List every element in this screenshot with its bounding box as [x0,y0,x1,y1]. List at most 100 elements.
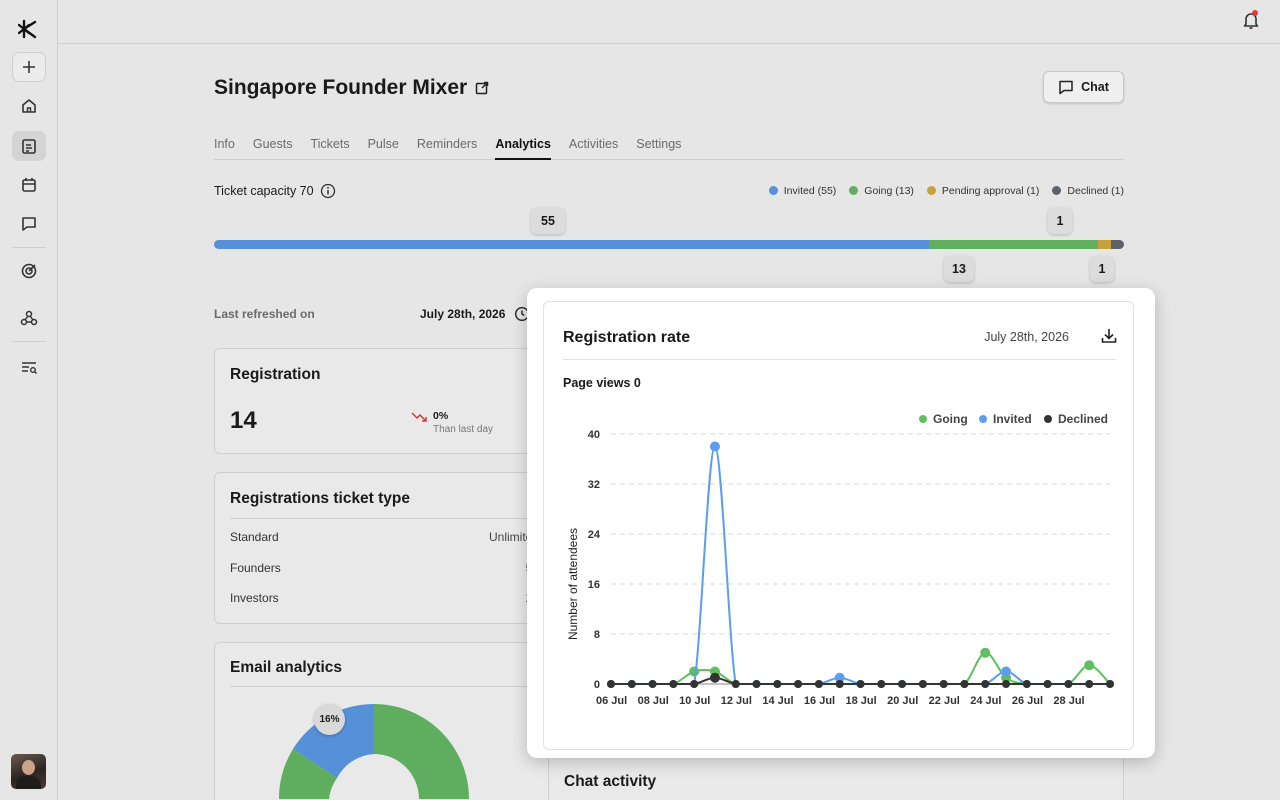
chat-button[interactable]: Chat [1043,71,1124,103]
data-point-declined [918,680,927,688]
delta-percent: 0% [433,410,449,422]
donut-segment-blue [293,703,374,778]
x-tick-label: 16 Jul [804,695,835,707]
page-views: Page views 0 [563,376,641,390]
sidebar-item-search-list[interactable] [12,352,46,382]
legend-declined: Declined (1) [1052,185,1124,197]
tab-info[interactable]: Info [214,137,235,151]
sidebar-item-messages[interactable] [12,209,46,239]
target-icon [21,263,37,279]
top-bar [58,0,1280,44]
x-tick-label: 24 Jul [970,695,1001,707]
capacity-legend: Invited (55) Going (13) Pending approval… [768,185,1124,197]
event-edit-icon [22,139,36,154]
x-tick-label: 20 Jul [887,695,918,707]
chat-activity-title: Chat activity [564,773,657,790]
data-point-declined [648,680,657,688]
registration-delta: 0% Than last day [411,410,493,435]
chat-icon [1059,80,1073,95]
data-point-declined [814,680,823,688]
last-refreshed-label: Last refreshed on [214,307,315,321]
divider [563,359,1116,360]
external-link-icon[interactable] [475,81,489,95]
webhook-icon [20,310,38,326]
download-button[interactable] [1100,327,1118,350]
series-line-going [611,651,1111,685]
create-button[interactable] [12,52,46,82]
y-tick-label: 24 [588,529,601,541]
sidebar-item-home[interactable] [12,91,46,121]
tab-analytics[interactable]: Analytics [495,137,551,160]
sidebar-item-insights[interactable] [12,256,46,286]
tab-activities[interactable]: Activities [568,137,619,151]
email-analytics-title: Email analytics [230,659,343,676]
sidebar-item-calendar[interactable] [12,170,46,200]
sidebar-item-integrations[interactable] [12,303,46,333]
data-point-declined [1002,680,1011,688]
capacity-segment-3 [1110,240,1124,249]
capacity-bar [214,240,1124,249]
tab-pulse[interactable]: Pulse [367,137,399,151]
legend-label: Invited [993,412,1032,426]
y-tick-label: 40 [588,429,600,441]
capacity-segment-2 [1098,240,1111,249]
data-point-declined [794,680,803,688]
event-title: Singapore Founder Mixer [214,76,468,99]
registration-rate-panel: Registration rate July 28th, 2026 Page v… [543,301,1134,750]
y-tick-label: 0 [594,679,600,691]
ticket-type-row: Investors20 [230,591,539,605]
x-tick-label: 12 Jul [721,695,752,707]
tab-settings[interactable]: Settings [636,137,682,151]
data-point-going [689,666,700,677]
divider [230,518,539,519]
sidebar-item-events[interactable] [12,131,46,161]
divider [230,686,539,687]
tab-guests[interactable]: Guests [252,137,293,151]
data-point-invited [834,672,845,683]
data-point-declined [690,680,699,688]
x-tick-label: 26 Jul [1012,695,1043,707]
trend-down-icon [411,412,427,422]
y-tick-label: 8 [594,629,600,641]
data-point-declined [752,680,761,688]
sidebar-divider [12,247,46,248]
legend-label: Going [933,412,968,426]
y-axis-label: Number of attendees [566,528,580,640]
registration-rate-title: Registration rate [563,329,691,346]
data-point-declined [1085,680,1094,688]
info-icon[interactable] [320,183,336,199]
data-point-declined [607,680,615,688]
download-icon [1101,329,1117,343]
x-tick-label: 28 Jul [1053,695,1084,707]
email-analytics-card: Email analytics 16% [214,642,554,800]
x-tick-label: 10 Jul [679,695,710,707]
legend-marker [919,415,927,423]
sidebar-divider [12,341,46,342]
registration-card-title: Registration [230,366,321,383]
legend-marker [1044,415,1052,423]
chat-button-label: Chat [1081,80,1109,94]
going-count-pill: 13 [944,256,974,282]
tab-tickets[interactable]: Tickets [310,137,350,151]
legend-label: Declined [1058,412,1108,426]
donut-segment-green-2 [279,749,337,799]
invited-count-pill: 55 [531,208,565,234]
home-icon [22,99,36,113]
x-tick-label: 22 Jul [929,695,960,707]
user-avatar[interactable] [11,754,46,789]
data-point-going [980,647,991,658]
y-tick-label: 16 [588,579,600,591]
pending-count-pill: 1 [1048,208,1072,234]
legend-going: Going (13) [849,185,914,197]
last-refreshed-date: July 28th, 2026 [420,307,506,321]
x-tick-label: 14 Jul [762,695,793,707]
x-tick-label: 06 Jul [596,695,627,707]
legend-pending: Pending approval (1) [926,185,1039,197]
tab-reminders[interactable]: Reminders [416,137,478,151]
data-point-declined [1064,680,1073,688]
app-logo[interactable] [17,18,40,45]
x-tick-label: 18 Jul [846,695,877,707]
ticket-type-row: Founders50 [230,561,539,575]
registration-count: 14 [230,407,257,434]
asterisk-logo-icon [17,19,37,39]
